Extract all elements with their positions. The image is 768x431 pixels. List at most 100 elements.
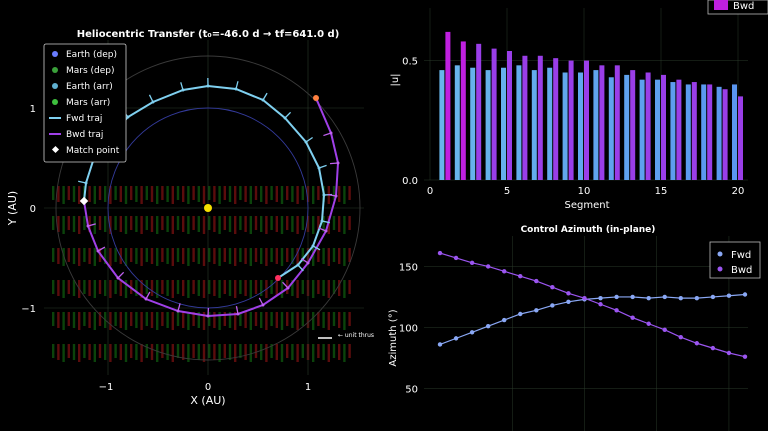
bwd-bar (491, 48, 497, 180)
noise-bar (348, 280, 351, 294)
noise-bar (109, 280, 112, 298)
fwd-thrust-arrow-node (283, 116, 287, 120)
bwd-azimuth-point (726, 350, 732, 356)
noise-bar (275, 312, 278, 328)
bwd-thrust-arrow-node (286, 286, 290, 290)
bwd-bar (568, 60, 574, 180)
noise-bar (109, 186, 112, 204)
noise-bar (275, 216, 278, 232)
noise-bar (265, 216, 268, 234)
noise-bar (286, 216, 289, 230)
noise-bar (83, 344, 86, 358)
noise-bar (62, 280, 65, 298)
fwd-bar (716, 86, 722, 180)
noise-bar (280, 186, 284, 204)
noise-bar (161, 312, 164, 326)
noise-bar (275, 344, 278, 360)
bwd-trajectory (83, 97, 340, 318)
noise-bar (78, 216, 81, 234)
noise-bar (223, 280, 226, 294)
noise-bar (213, 186, 216, 202)
fwd-azimuth-point (453, 336, 459, 341)
noise-bar (338, 248, 341, 264)
noise-bar (140, 344, 143, 362)
fwd-bar (670, 82, 676, 180)
noise-bar (223, 312, 226, 326)
noise-bar (67, 248, 70, 262)
noise-bar (249, 186, 252, 204)
earth-arr-marker (275, 275, 281, 281)
noise-bar (187, 312, 190, 330)
noise-bar (332, 344, 336, 358)
noise-bar (348, 186, 351, 200)
noise-bar (135, 344, 138, 360)
noise-bar (249, 248, 252, 266)
noise-bar (234, 312, 237, 330)
noise-bar (197, 344, 200, 360)
noise-bar (161, 344, 164, 358)
noise-bar (67, 280, 70, 294)
noise-bar (312, 248, 315, 266)
noise-bar (114, 186, 117, 200)
fwd-bar (685, 84, 691, 180)
noise-bar (57, 280, 60, 296)
noise-bar (244, 216, 247, 232)
bwd-azimuth-point (453, 255, 459, 261)
noise-bar (166, 248, 169, 264)
noise-bar (301, 248, 304, 262)
fwd-azimuth-point (614, 294, 619, 300)
fwd-bar (501, 67, 506, 180)
noise-bar (130, 344, 133, 358)
fwd-bar (562, 72, 568, 180)
noise-bar (171, 248, 174, 266)
noise-bar (280, 280, 284, 298)
noise-bar (348, 248, 351, 262)
noise-bar (78, 248, 81, 266)
y-tick-label: 0 (30, 204, 36, 215)
noise-bar (176, 312, 180, 326)
noise-bar (145, 186, 148, 200)
noise-bar (254, 248, 258, 262)
bwd-bar (614, 65, 620, 180)
bwd-azimuth-point (485, 264, 491, 269)
noise-bar (343, 186, 346, 204)
az-y-tick: 150 (399, 262, 418, 273)
noise-bar (234, 344, 237, 362)
fwd-azimuth-point (502, 317, 507, 323)
bwd-thrust-arrow-node (176, 309, 180, 313)
noise-bar (166, 280, 169, 296)
noise-bar (88, 312, 91, 328)
noise-bar (338, 280, 341, 296)
fwd-azimuth-point (678, 295, 683, 301)
noise-bar (202, 312, 206, 330)
bwd-azimuth-point (534, 278, 539, 284)
bar-y-tick: 0.0 (402, 176, 418, 187)
noise-bar (182, 216, 185, 232)
noise-bar (280, 248, 284, 266)
y-tick-label: −1 (21, 304, 36, 315)
noise-bar (145, 248, 148, 262)
noise-bar (197, 186, 200, 202)
noise-bar (171, 186, 174, 204)
fwd-thrust-arrow-node (151, 100, 155, 104)
noise-bar (52, 312, 55, 326)
noise-bar (140, 186, 143, 204)
noise-bar (62, 216, 65, 234)
noise-bar (254, 344, 258, 358)
noise-bar (239, 216, 242, 230)
bwd-bar (676, 79, 682, 180)
noise-bar (124, 248, 128, 266)
noise-bar (150, 344, 154, 360)
fwd-azimuth-point (534, 308, 539, 313)
noise-bar (317, 248, 320, 262)
sun-marker (204, 204, 212, 212)
noise-bar (52, 186, 55, 200)
noise-bar (312, 280, 315, 298)
noise-bar (124, 186, 128, 204)
bwd-bar (707, 84, 713, 180)
noise-bar (171, 312, 174, 330)
noise-bar (156, 312, 159, 330)
noise-bar (239, 344, 242, 358)
noise-bar (254, 280, 258, 294)
noise-bar (67, 344, 70, 358)
